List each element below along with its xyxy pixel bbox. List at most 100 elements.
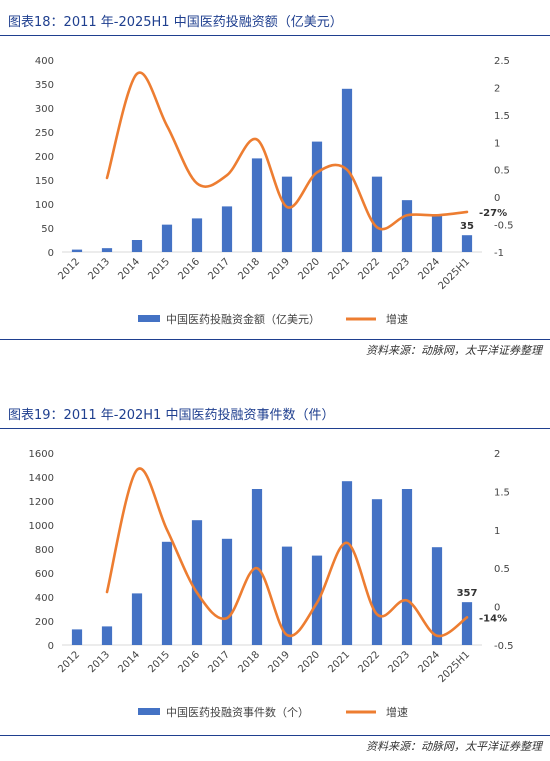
y-tick-label: 0	[48, 641, 54, 652]
bar	[71, 629, 83, 645]
x-tick-label: 2013	[86, 649, 112, 675]
legend-label: 增速	[386, 312, 408, 326]
growth-line	[105, 467, 469, 638]
x-tick-label: 2016	[176, 649, 202, 675]
x-tick-label: 2021	[326, 649, 352, 675]
x-tick-label: 2014	[116, 649, 142, 675]
y-tick-label: 350	[35, 80, 54, 91]
bar	[131, 240, 143, 252]
y-tick-label: 300	[35, 104, 54, 115]
divider	[0, 339, 550, 340]
bar	[161, 224, 173, 252]
y2-tick-label: 1.5	[494, 487, 510, 498]
x-tick-label: 2025H1	[437, 256, 473, 292]
y2-tick-label: 0.5	[494, 166, 510, 177]
y2-tick-label: 0.5	[494, 564, 510, 575]
x-tick-label: 2015	[146, 256, 172, 282]
y-tick-label: 250	[35, 128, 54, 139]
legend-label: 中国医药投融资金额（亿美元）	[166, 312, 320, 326]
bar	[281, 546, 293, 645]
y2-tick-label: -1	[494, 248, 504, 259]
bar	[221, 206, 233, 252]
bar	[161, 541, 173, 645]
y2-tick-label: 1	[494, 138, 500, 149]
x-tick-label: 2018	[236, 649, 262, 675]
bar	[191, 520, 203, 645]
y-tick-label: 400	[35, 593, 54, 604]
y2-tick-label: 1.5	[494, 111, 510, 122]
x-tick-label: 2023	[386, 256, 412, 282]
y-tick-label: 1200	[29, 497, 54, 508]
y2-tick-label: -0.5	[494, 641, 514, 652]
y-tick-label: 200	[35, 152, 54, 163]
y2-tick-label: 2	[494, 449, 500, 460]
x-tick-label: 2019	[266, 649, 292, 675]
bar	[431, 547, 443, 645]
bar-value-label: 35	[460, 221, 474, 232]
x-tick-label: 2022	[356, 649, 382, 675]
growth-value-label: -27%	[479, 208, 507, 219]
source-note: 资料来源：动脉网，太平洋证券整理	[366, 344, 542, 357]
legend-label: 中国医药投融资事件数（个）	[166, 705, 309, 719]
y-tick-label: 0	[48, 248, 54, 259]
bar	[461, 235, 473, 252]
bar	[101, 626, 113, 645]
bar	[401, 200, 413, 252]
legend-label: 增速	[386, 705, 408, 719]
divider	[0, 735, 550, 736]
y-tick-label: 600	[35, 569, 54, 580]
bar	[251, 158, 263, 252]
x-tick-label: 2024	[416, 256, 442, 282]
x-tick-label: 2023	[386, 649, 412, 675]
y-tick-label: 1400	[29, 473, 54, 484]
growth-line	[105, 71, 469, 231]
x-tick-label: 2014	[116, 256, 142, 282]
figure-title: 图表19：2011 年-202H1 中国医药投融资事件数（件）	[0, 403, 550, 429]
y-tick-label: 200	[35, 617, 54, 628]
bar	[311, 141, 323, 252]
y2-tick-label: 1	[494, 526, 500, 537]
source-note: 资料来源：动脉网，太平洋证券整理	[366, 740, 542, 753]
figure-title: 图表18：2011 年-2025H1 中国医药投融资额（亿美元）	[0, 10, 550, 36]
y2-tick-label: 2	[494, 83, 500, 94]
x-tick-label: 2016	[176, 256, 202, 282]
x-tick-label: 2022	[356, 256, 382, 282]
bar	[431, 216, 443, 252]
bar	[221, 538, 233, 645]
x-tick-label: 2015	[146, 649, 172, 675]
x-tick-label: 2013	[86, 256, 112, 282]
y-tick-label: 1600	[29, 449, 54, 460]
growth-value-label: -14%	[479, 613, 507, 624]
legend-swatch-bar	[138, 315, 160, 322]
bar	[101, 248, 113, 252]
y-tick-label: 800	[35, 545, 54, 556]
investment-amount-chart: 0 50 100 150 200 250 300 350 400 -1 -0.5 0 0.5 1 1.5 2 2…	[35, 56, 514, 326]
y2-tick-label: -0.5	[494, 221, 514, 232]
bar	[191, 218, 203, 252]
bar	[341, 481, 353, 645]
x-tick-label: 2020	[296, 649, 322, 675]
investment-events-chart: 0 200 400 600 800 1000 1200 1400 1600 -0.5 0 0.5 1 1.…	[29, 449, 514, 719]
y-tick-label: 400	[35, 56, 54, 67]
y-tick-label: 150	[35, 176, 54, 187]
x-tick-label: 2019	[266, 256, 292, 282]
x-tick-label: 2012	[56, 649, 82, 675]
x-tick-label: 2012	[56, 256, 82, 282]
legend-swatch-bar	[138, 708, 160, 715]
bar	[71, 249, 83, 252]
y-tick-label: 50	[41, 224, 54, 235]
bar	[461, 602, 473, 645]
y2-tick-label: 0	[494, 603, 500, 614]
x-tick-label: 2021	[326, 256, 352, 282]
y2-tick-label: 2.5	[494, 56, 510, 67]
x-tick-label: 2018	[236, 256, 262, 282]
y-tick-label: 100	[35, 200, 54, 211]
y2-tick-label: 0	[494, 193, 500, 204]
bar	[371, 176, 383, 252]
x-tick-label: 2020	[296, 256, 322, 282]
bar	[371, 499, 383, 645]
bar	[401, 489, 413, 645]
bar-value-label: 357	[457, 588, 478, 599]
x-tick-label: 2025H1	[437, 649, 473, 685]
bar	[281, 176, 293, 252]
